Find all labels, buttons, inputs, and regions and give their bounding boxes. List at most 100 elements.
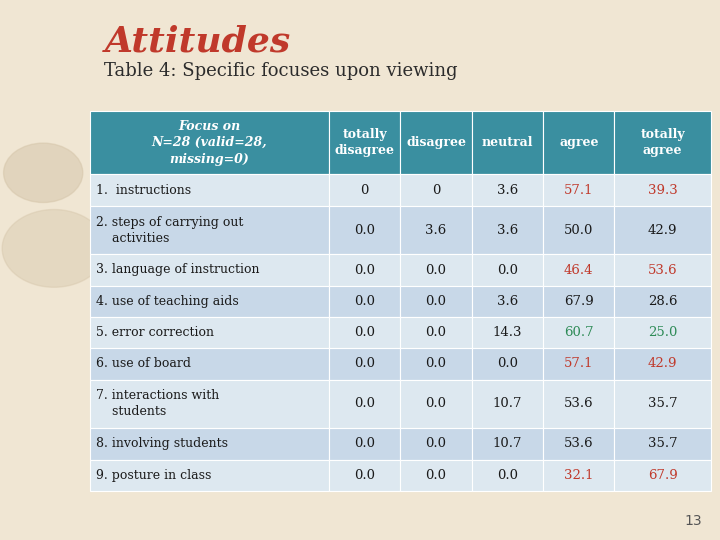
- Text: Attitudes: Attitudes: [104, 24, 291, 58]
- Text: 0.0: 0.0: [426, 469, 446, 482]
- Text: 25.0: 25.0: [648, 326, 678, 339]
- Text: 7. interactions with
    students: 7. interactions with students: [96, 389, 219, 418]
- Bar: [614, 317, 711, 348]
- Bar: [90, 348, 329, 380]
- Bar: [614, 111, 711, 174]
- Bar: [329, 348, 400, 380]
- Text: 0.0: 0.0: [426, 357, 446, 370]
- Text: 0.0: 0.0: [426, 264, 446, 276]
- Text: 28.6: 28.6: [648, 295, 678, 308]
- Text: 50.0: 50.0: [564, 224, 593, 237]
- Bar: [543, 111, 614, 174]
- Bar: [90, 380, 329, 428]
- Text: 10.7: 10.7: [492, 397, 522, 410]
- Text: 4. use of teaching aids: 4. use of teaching aids: [96, 295, 238, 308]
- Bar: [90, 206, 329, 254]
- Bar: [543, 317, 614, 348]
- Bar: [472, 380, 543, 428]
- Bar: [90, 317, 329, 348]
- Bar: [329, 111, 400, 174]
- Circle shape: [2, 210, 106, 287]
- Text: 57.1: 57.1: [564, 184, 593, 197]
- Bar: [472, 348, 543, 380]
- Bar: [329, 460, 400, 491]
- Bar: [90, 428, 329, 460]
- Text: 35.7: 35.7: [648, 437, 678, 450]
- Text: 8. involving students: 8. involving students: [96, 437, 228, 450]
- Text: 3.6: 3.6: [497, 184, 518, 197]
- Bar: [543, 380, 614, 428]
- Bar: [614, 206, 711, 254]
- Text: totally
agree: totally agree: [640, 128, 685, 157]
- Text: 0.0: 0.0: [426, 437, 446, 450]
- Text: 0.0: 0.0: [426, 295, 446, 308]
- Text: agree: agree: [559, 136, 598, 149]
- Circle shape: [4, 143, 83, 202]
- Text: 0.0: 0.0: [354, 437, 375, 450]
- Text: 3.6: 3.6: [426, 224, 446, 237]
- Bar: [614, 174, 711, 206]
- Bar: [614, 254, 711, 286]
- Bar: [400, 460, 472, 491]
- Text: 2. steps of carrying out
    activities: 2. steps of carrying out activities: [96, 215, 243, 245]
- Text: 67.9: 67.9: [648, 469, 678, 482]
- Text: 0: 0: [361, 184, 369, 197]
- Text: 0.0: 0.0: [497, 357, 518, 370]
- Text: totally
disagree: totally disagree: [335, 128, 395, 157]
- Bar: [90, 286, 329, 317]
- Text: 1.  instructions: 1. instructions: [96, 184, 191, 197]
- Bar: [400, 428, 472, 460]
- Bar: [472, 460, 543, 491]
- Text: 0.0: 0.0: [354, 295, 375, 308]
- Bar: [90, 254, 329, 286]
- Bar: [400, 348, 472, 380]
- Bar: [90, 460, 329, 491]
- Text: 10.7: 10.7: [492, 437, 522, 450]
- Text: 0.0: 0.0: [426, 397, 446, 410]
- Text: 6. use of board: 6. use of board: [96, 357, 191, 370]
- Bar: [472, 206, 543, 254]
- Bar: [329, 428, 400, 460]
- Text: 60.7: 60.7: [564, 326, 593, 339]
- Bar: [329, 286, 400, 317]
- Text: 53.6: 53.6: [648, 264, 678, 276]
- Bar: [614, 348, 711, 380]
- Text: 0.0: 0.0: [497, 264, 518, 276]
- Bar: [472, 174, 543, 206]
- Bar: [90, 111, 329, 174]
- Bar: [400, 206, 472, 254]
- Text: 42.9: 42.9: [648, 357, 678, 370]
- Text: 9. posture in class: 9. posture in class: [96, 469, 211, 482]
- Text: 57.1: 57.1: [564, 357, 593, 370]
- Text: 32.1: 32.1: [564, 469, 593, 482]
- Bar: [329, 254, 400, 286]
- Text: neutral: neutral: [482, 136, 533, 149]
- Bar: [400, 286, 472, 317]
- Bar: [543, 428, 614, 460]
- Bar: [543, 254, 614, 286]
- Bar: [329, 206, 400, 254]
- Text: 0.0: 0.0: [497, 469, 518, 482]
- Bar: [543, 460, 614, 491]
- Bar: [614, 460, 711, 491]
- Text: 53.6: 53.6: [564, 397, 593, 410]
- Text: 5. error correction: 5. error correction: [96, 326, 214, 339]
- Bar: [400, 317, 472, 348]
- Bar: [614, 286, 711, 317]
- Bar: [472, 317, 543, 348]
- Bar: [329, 174, 400, 206]
- Bar: [400, 174, 472, 206]
- Text: 13: 13: [685, 514, 702, 528]
- Bar: [400, 111, 472, 174]
- Text: Table 4: Specific focuses upon viewing: Table 4: Specific focuses upon viewing: [104, 62, 458, 80]
- Bar: [400, 254, 472, 286]
- Text: 42.9: 42.9: [648, 224, 678, 237]
- Text: 46.4: 46.4: [564, 264, 593, 276]
- Bar: [472, 254, 543, 286]
- Text: 39.3: 39.3: [648, 184, 678, 197]
- Bar: [543, 348, 614, 380]
- Bar: [329, 317, 400, 348]
- Text: 0.0: 0.0: [354, 397, 375, 410]
- Bar: [614, 380, 711, 428]
- Text: 0.0: 0.0: [354, 264, 375, 276]
